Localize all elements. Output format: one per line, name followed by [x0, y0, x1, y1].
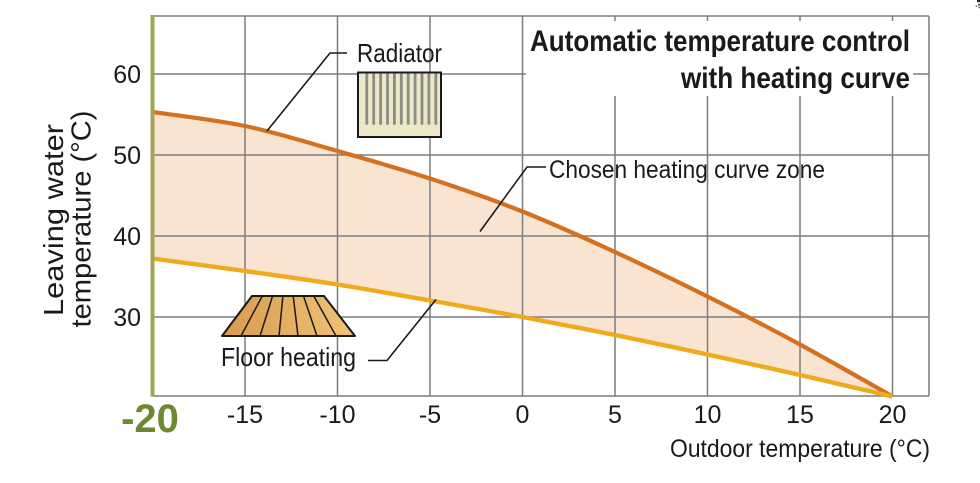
svg-text:5: 5	[608, 401, 622, 429]
svg-text:with heating curve: with heating curve	[680, 62, 910, 95]
svg-text:-15: -15	[227, 401, 263, 429]
svg-text:-20: -20	[121, 397, 179, 441]
svg-text:Outdoor temperature (°C): Outdoor temperature (°C)	[670, 435, 930, 463]
svg-text:10: 10	[694, 401, 722, 429]
svg-text:20: 20	[879, 401, 907, 429]
svg-text:0: 0	[516, 401, 530, 429]
svg-text:Automatic temperature control: Automatic temperature control	[530, 25, 910, 58]
svg-text:50: 50	[113, 142, 141, 170]
svg-text:40: 40	[113, 223, 141, 251]
svg-text:Leaving water: Leaving water	[38, 124, 69, 316]
svg-text:Floor heating: Floor heating	[221, 342, 356, 372]
svg-text:Chosen heating curve zone: Chosen heating curve zone	[549, 156, 825, 184]
svg-text:Radiator: Radiator	[357, 38, 442, 68]
svg-text:30: 30	[113, 304, 141, 332]
svg-text:-5: -5	[419, 401, 441, 429]
svg-text:15: 15	[786, 401, 814, 429]
svg-text:60: 60	[113, 61, 141, 89]
svg-text:-10: -10	[319, 401, 355, 429]
svg-text:temperature (°C): temperature (°C)	[66, 111, 97, 328]
